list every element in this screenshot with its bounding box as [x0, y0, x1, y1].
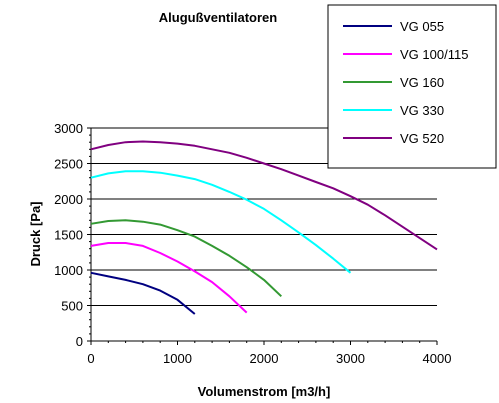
y-tick-label-5: 2500 [54, 157, 83, 172]
y-axis-label: Druck [Pa] [28, 201, 43, 266]
x-tick-label-1: 1000 [163, 351, 192, 366]
y-tick-label-4: 2000 [54, 192, 83, 207]
legend-label-3: VG 330 [400, 103, 444, 118]
legend-label-4: VG 520 [400, 131, 444, 146]
legend: VG 055 VG 100/115 VG 160 VG 330 VG 520 [327, 4, 497, 169]
y-tick-label-1: 500 [61, 299, 83, 314]
series-line-0 [90, 271, 196, 315]
y-tick-label-2: 1000 [54, 263, 83, 278]
series-line-2 [90, 219, 282, 298]
legend-box [327, 4, 497, 169]
y-tick-label-3: 1500 [54, 228, 83, 243]
x-axis-label: Volumenstrom [m3/h] [198, 384, 331, 399]
series-line-3 [90, 170, 352, 274]
x-tick-label-2: 2000 [250, 351, 279, 366]
y-tick-label-0: 0 [76, 334, 83, 349]
chart-title: Alugußventilatoren [159, 10, 278, 25]
x-tick-label-0: 0 [87, 351, 94, 366]
legend-label-1: VG 100/115 [400, 47, 468, 62]
x-tick-label-3: 3000 [336, 351, 365, 366]
legend-label-0: VG 055 [400, 19, 444, 34]
plot-area: 0 500 1000 1500 2000 2500 3000 0 1000 2000 3000 400… [54, 121, 451, 366]
y-tick-label-6: 3000 [54, 121, 83, 136]
series-line-4 [90, 140, 438, 251]
legend-label-2: VG 160 [400, 75, 444, 90]
series-line-1 [90, 242, 248, 314]
x-tick-label-4: 4000 [423, 351, 452, 366]
